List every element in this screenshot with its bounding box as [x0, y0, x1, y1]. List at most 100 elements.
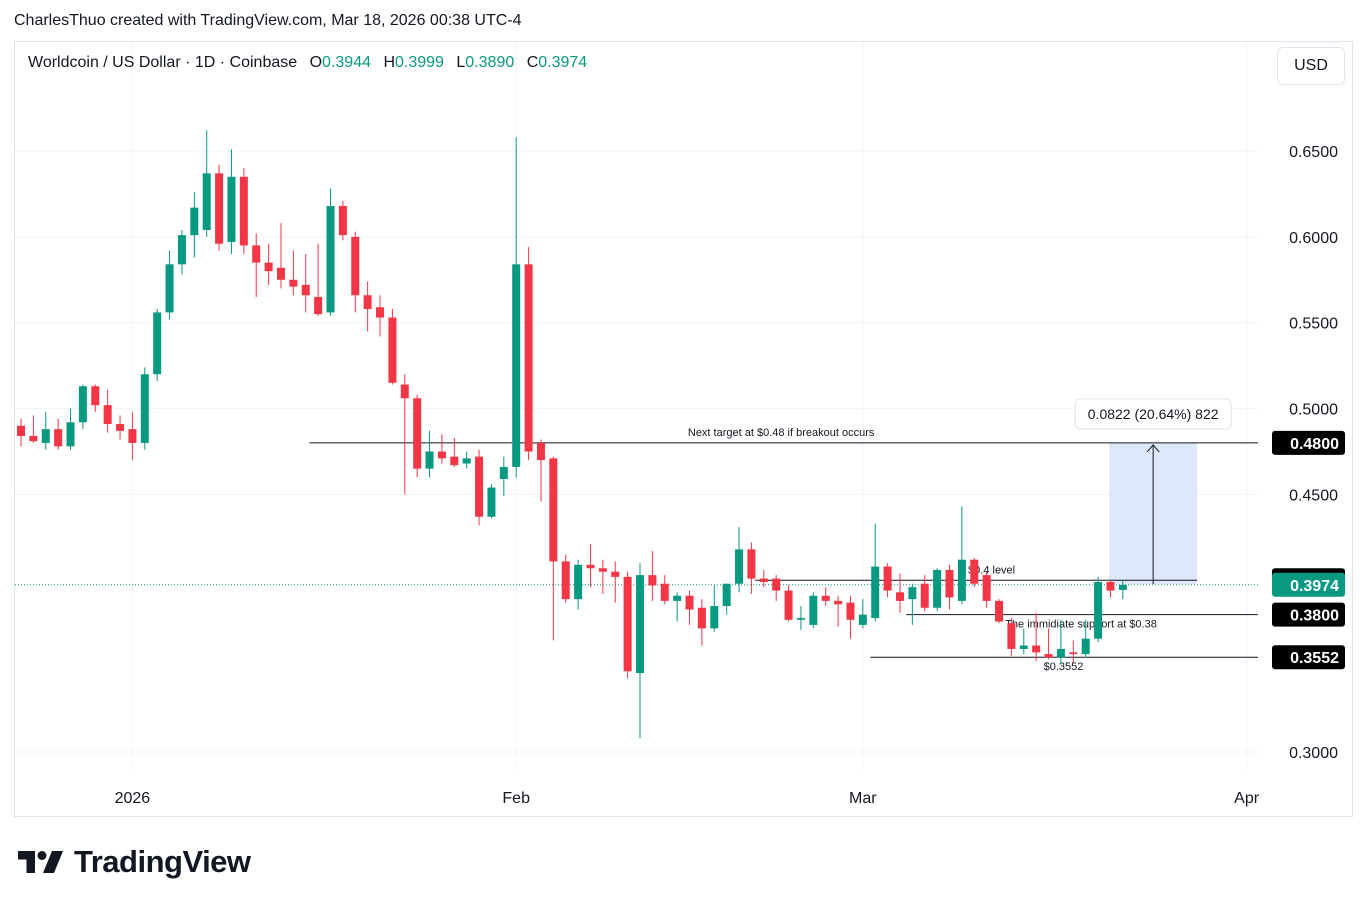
y-axis-ticks: 0.3000 0.4500 0.5000 0.5500 0.6000 0.6500: [1289, 144, 1338, 762]
candle-body: [177, 235, 186, 265]
candle-body: [17, 425, 25, 437]
candle-body: [66, 422, 75, 447]
candle-body: [140, 374, 149, 443]
candle-body: [598, 568, 607, 572]
candle-body: [1118, 584, 1127, 590]
candle-body: [1094, 582, 1103, 639]
candle-body: [276, 267, 285, 280]
candle-body: [846, 602, 855, 620]
candle-body: [437, 451, 446, 459]
badge-level-048: 0.4800: [1290, 436, 1339, 453]
level-note: Next target at $0.48 if breakout occurs: [688, 427, 875, 439]
candle-body: [1106, 582, 1115, 591]
y-tick-label: 0.6500: [1289, 144, 1338, 161]
candle-body: [165, 264, 174, 313]
candle-body: [772, 578, 781, 591]
candle-body: [103, 405, 112, 425]
chart-caption: CharlesThuo created with TradingView.com…: [14, 12, 522, 29]
tradingview-logo-icon: [18, 851, 63, 873]
level-note: The immidiate support at $0.38: [1005, 619, 1157, 631]
candle-body: [995, 600, 1004, 622]
candle-body: [759, 578, 768, 583]
open-label: O: [309, 54, 323, 71]
candle-body: [116, 424, 125, 431]
candle-body: [1044, 654, 1053, 658]
y-tick-label: 0.4500: [1289, 487, 1338, 504]
x-axis-ticks: 2026 Feb Mar Apr: [115, 790, 1260, 807]
candle-body: [29, 436, 38, 442]
candle-body: [338, 205, 347, 236]
badge-level-03552-bg: [1272, 645, 1345, 670]
candle-body: [895, 592, 904, 601]
badge-level-03552: 0.3552: [1290, 650, 1339, 667]
candle-body: [920, 583, 929, 608]
level-note: $0.4 level: [968, 564, 1015, 576]
badge-last-price-bg: [1272, 572, 1345, 597]
candle-body: [648, 575, 657, 586]
x-tick-label: Mar: [849, 790, 877, 807]
candle-body: [153, 312, 162, 375]
level-note: $0.3552: [1044, 661, 1084, 673]
candle-body: [289, 279, 298, 287]
candle-body: [821, 595, 830, 601]
candle-body: [908, 587, 917, 600]
candle-body: [512, 264, 521, 467]
candle-body: [536, 442, 545, 461]
measure-label: 0.0822 (20.64%) 822: [1088, 406, 1219, 422]
candle-body: [301, 284, 310, 296]
candle-body: [957, 559, 966, 601]
badge-level-048-bg: [1272, 430, 1345, 455]
candle-body: [252, 245, 261, 263]
y-tick-label: 0.5500: [1289, 316, 1338, 333]
candle-body: [239, 176, 248, 246]
candle-body: [202, 173, 211, 230]
candle-body: [487, 487, 496, 517]
candle-body: [524, 264, 533, 452]
y-tick-label: 0.6000: [1289, 230, 1338, 247]
candle-body: [970, 559, 979, 584]
candle-body: [636, 575, 644, 674]
candle-body: [945, 569, 954, 598]
high-label: H: [383, 54, 395, 71]
candle-body: [351, 236, 360, 296]
candle-body: [747, 549, 756, 579]
candle-body: [586, 564, 595, 569]
measure-arrowhead: [1146, 444, 1160, 453]
candle-body: [190, 207, 199, 236]
chart-frame: [14, 41, 1353, 817]
candle-body: [363, 295, 372, 309]
candle-body: [1056, 648, 1065, 658]
candle-body: [326, 205, 335, 313]
tradingview-brand: TradingView: [18, 844, 251, 880]
candle-body: [400, 384, 409, 399]
candle-body: [660, 583, 669, 601]
badge-last-price: 0.3974: [1290, 578, 1339, 595]
candle-body: [722, 583, 731, 607]
symbol-legend: Worldcoin / US Dollar · 1D · Coinbase O0…: [28, 54, 587, 72]
x-tick-label: Feb: [502, 790, 530, 807]
candle-body: [78, 386, 87, 423]
x-tick-label: 2026: [115, 790, 151, 807]
candle-body: [1069, 652, 1078, 655]
candle-body: [858, 614, 867, 625]
price-range-measure: 0.0822 (20.64%) 822: [1074, 398, 1232, 585]
currency-button[interactable]: USD: [1277, 47, 1345, 85]
candle-body: [561, 561, 570, 600]
candle-body: [227, 176, 236, 243]
measure-label-box: [1074, 398, 1232, 430]
close-value: 0.3974: [538, 54, 588, 71]
candle-body: [215, 173, 224, 244]
high-value: 0.3999: [395, 54, 444, 71]
candle-body: [1081, 638, 1090, 655]
candle-body: [933, 569, 942, 608]
candle-body: [796, 618, 805, 620]
y-tick-label: 0.3000: [1289, 745, 1338, 762]
candle-body: [982, 575, 991, 601]
close-label: C: [526, 54, 539, 71]
candles: [17, 130, 1127, 739]
candle-body: [413, 398, 422, 469]
candle-body: [685, 595, 694, 610]
candle-body: [834, 600, 843, 605]
candle-body: [809, 595, 818, 625]
